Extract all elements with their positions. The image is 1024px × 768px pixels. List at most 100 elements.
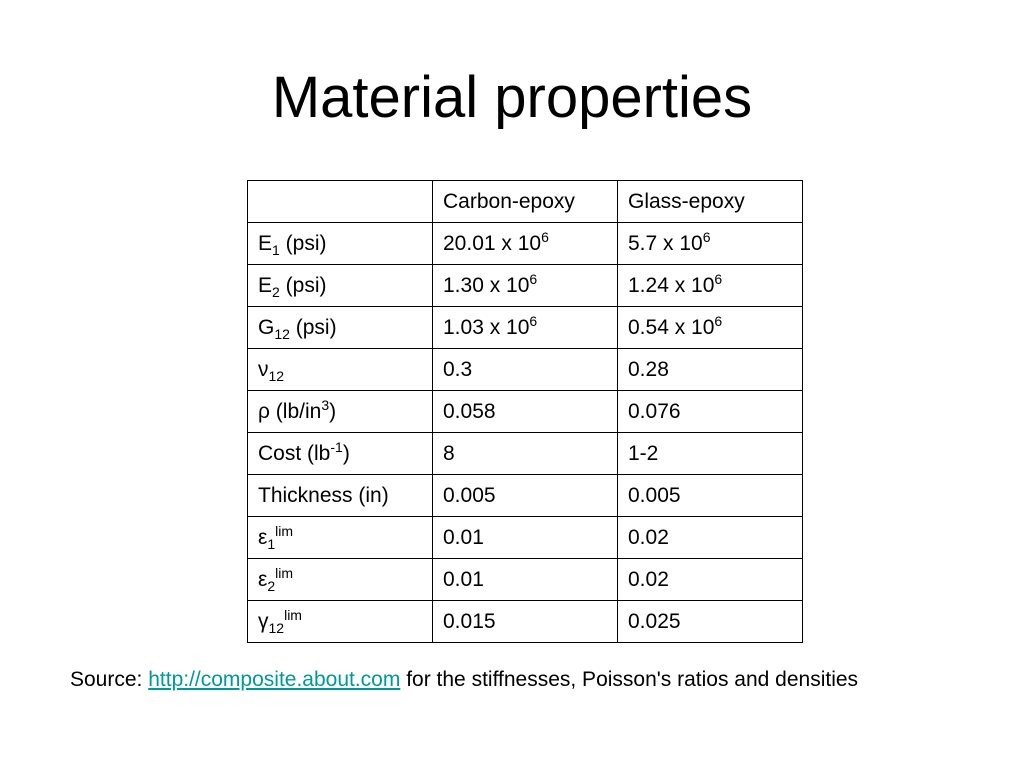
- table-row: E2 (psi) 1.30 x 106 1.24 x 106: [247, 264, 803, 307]
- superscript: 3: [321, 396, 330, 413]
- superscript: lim: [284, 606, 302, 623]
- row-label: E2 (psi): [247, 264, 433, 307]
- source-link[interactable]: http://composite.about.com: [148, 668, 401, 691]
- value-cell: 0.005: [617, 474, 803, 517]
- cell-text: 0.025: [628, 609, 681, 633]
- cell-text: 1.03 x 10: [443, 315, 530, 339]
- value-cell: 0.076: [617, 390, 803, 433]
- value-cell: 0.54 x 106: [617, 306, 803, 349]
- cell-text: (psi): [279, 273, 327, 297]
- value-cell: 1.30 x 106: [432, 264, 618, 307]
- table-row: E1 (psi) 20.01 x 106 5.7 x 106: [247, 222, 803, 265]
- cell-text: ): [342, 441, 350, 465]
- table-row: ε2lim 0.01 0.02: [247, 558, 803, 601]
- value-cell: 5.7 x 106: [617, 222, 803, 265]
- table-row: Thickness (in) 0.005 0.005: [247, 474, 803, 517]
- table-body: Carbon-epoxy Glass-epoxy E1 (psi) 20.01 x…: [247, 180, 803, 643]
- table-row: ν12 0.3 0.28: [247, 348, 803, 391]
- superscript: -1: [330, 438, 343, 455]
- row-label: ρ (lb/in3): [247, 390, 433, 433]
- value-cell: 0.02: [617, 558, 803, 601]
- subscript: 12: [268, 367, 285, 384]
- value-cell: 0.02: [617, 516, 803, 559]
- cell-text: 8: [443, 441, 455, 465]
- row-label: Cost (lb-1): [247, 432, 433, 475]
- superscript: 6: [714, 312, 723, 329]
- table-row: ρ (lb/in3) 0.058 0.076: [247, 390, 803, 433]
- header-row: Carbon-epoxy Glass-epoxy: [247, 180, 803, 223]
- subscript: 12: [268, 619, 285, 636]
- cell-text: 0.02: [628, 525, 669, 549]
- cell-text: 0.015: [443, 609, 496, 633]
- cell-text: γ: [258, 609, 269, 633]
- value-cell: 1.03 x 106: [432, 306, 618, 349]
- value-cell: 20.01 x 106: [432, 222, 618, 265]
- cell-text: 0.058: [443, 399, 496, 423]
- row-label: ε2lim: [247, 558, 433, 601]
- cell-text: 5.7 x 10: [628, 231, 703, 255]
- superscript: 6: [529, 270, 538, 287]
- cell-text: ν: [258, 357, 269, 381]
- cell-text: ε: [258, 525, 268, 549]
- cell-text: Cost (lb: [258, 441, 331, 465]
- value-cell: 0.025: [617, 600, 803, 643]
- row-label: ν12: [247, 348, 433, 391]
- row-label: ε1lim: [247, 516, 433, 559]
- superscript: lim: [275, 522, 294, 539]
- superscript: 6: [702, 228, 711, 245]
- cell-text: (psi): [289, 315, 337, 339]
- header-cell: Carbon-epoxy: [432, 180, 618, 223]
- table-row: γ12lim 0.015 0.025: [247, 600, 803, 643]
- value-cell: 0.28: [617, 348, 803, 391]
- value-cell: 0.015: [432, 600, 618, 643]
- cell-text: 0.54 x 10: [628, 315, 715, 339]
- row-label: G12 (psi): [247, 306, 433, 349]
- source-suffix: for the stiffnesses, Poisson's ratios an…: [400, 668, 859, 691]
- cell-text: 1.30 x 10: [443, 273, 530, 297]
- cell-text: 0.076: [628, 399, 681, 423]
- table-row: ε1lim 0.01 0.02: [247, 516, 803, 559]
- row-label: E1 (psi): [247, 222, 433, 265]
- value-cell: 0.01: [432, 558, 618, 601]
- subscript: 1: [267, 535, 276, 552]
- cell-text: 0.28: [628, 357, 669, 381]
- cell-text: ): [329, 399, 337, 423]
- value-cell: 0.005: [432, 474, 618, 517]
- cell-text: (psi): [279, 231, 327, 255]
- value-cell: 1-2: [617, 432, 803, 475]
- cell-text: Thickness (in): [258, 483, 389, 507]
- row-label: Thickness (in): [247, 474, 433, 517]
- cell-text: E: [258, 273, 273, 297]
- table-row: G12 (psi) 1.03 x 106 0.54 x 106: [247, 306, 803, 349]
- source-prefix: Source:: [70, 668, 149, 691]
- table-row: Cost (lb-1) 8 1-2: [247, 432, 803, 475]
- cell-text: G: [258, 315, 275, 339]
- cell-text: 1-2: [628, 441, 659, 465]
- superscript: lim: [275, 564, 294, 581]
- subscript: 1: [272, 241, 280, 258]
- cell-text: 0.01: [443, 567, 484, 591]
- cell-text: ρ (lb/in: [258, 399, 322, 423]
- value-cell: 0.01: [432, 516, 618, 559]
- value-cell: 0.058: [432, 390, 618, 433]
- cell-text: 0.01: [443, 525, 484, 549]
- cell-text: 0.02: [628, 567, 669, 591]
- superscript: 6: [541, 228, 549, 245]
- subscript: 2: [267, 577, 276, 594]
- properties-table: Carbon-epoxy Glass-epoxy E1 (psi) 20.01 x…: [247, 180, 803, 643]
- source-note: Source: http://composite.about.com for t…: [70, 668, 1024, 692]
- superscript: 6: [714, 270, 723, 287]
- subscript: 12: [274, 325, 290, 342]
- cell-text: 0.005: [628, 483, 681, 507]
- cell-text: ε: [258, 567, 268, 591]
- header-cell: [247, 180, 433, 223]
- subscript: 2: [272, 283, 280, 300]
- cell-text: 1.24 x 10: [628, 273, 715, 297]
- cell-text: 20.01 x 10: [443, 231, 542, 255]
- cell-text: 0.005: [443, 483, 496, 507]
- slide-title: Material properties: [271, 65, 753, 130]
- row-label: γ12lim: [247, 600, 433, 643]
- cell-text: E: [258, 231, 273, 255]
- cell-text: 0.3: [443, 357, 473, 381]
